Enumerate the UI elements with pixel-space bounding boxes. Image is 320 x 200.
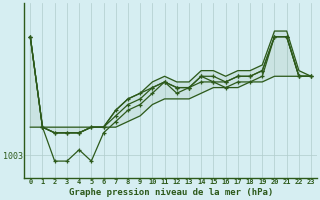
Polygon shape <box>30 31 311 133</box>
X-axis label: Graphe pression niveau de la mer (hPa): Graphe pression niveau de la mer (hPa) <box>68 188 273 197</box>
